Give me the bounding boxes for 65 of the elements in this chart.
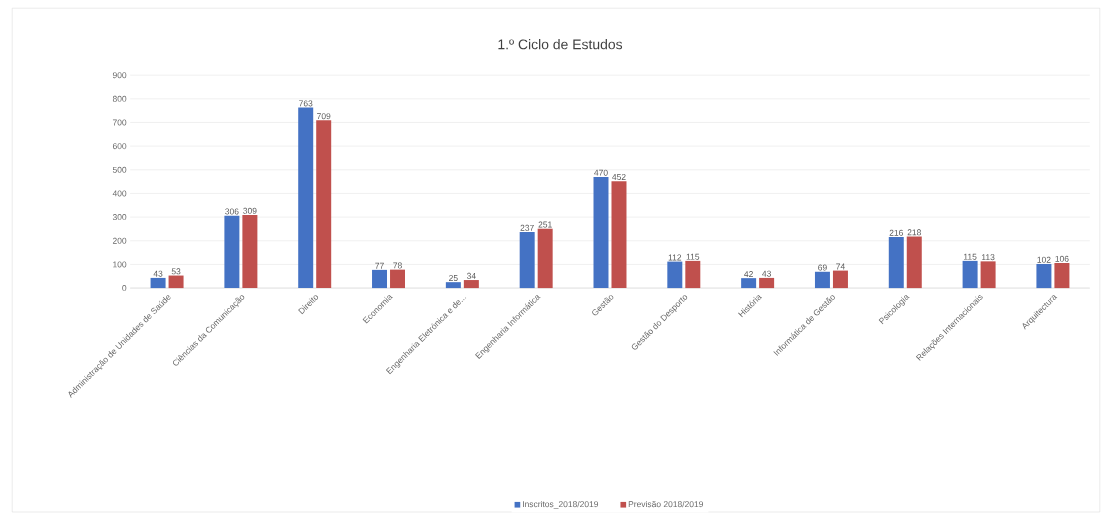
data-label: 25 — [449, 274, 458, 281]
chart-title: 1.º Ciclo de Estudos — [498, 38, 623, 50]
y-tick-label: 200 — [112, 237, 127, 244]
bar — [667, 261, 683, 288]
bar — [832, 270, 848, 288]
data-label: 237 — [520, 224, 534, 231]
bar — [814, 271, 830, 288]
data-label: 216 — [889, 229, 903, 236]
bar — [685, 260, 701, 288]
data-label: 112 — [668, 254, 682, 261]
bar — [168, 275, 184, 288]
y-tick-label: 300 — [112, 214, 127, 221]
bar — [298, 107, 314, 288]
bar — [537, 228, 553, 288]
bar — [980, 261, 996, 288]
data-label: 763 — [299, 100, 313, 107]
data-label: 74 — [836, 263, 845, 270]
data-label: 306 — [225, 208, 239, 215]
y-tick-label: 700 — [112, 119, 127, 126]
bar — [463, 279, 479, 288]
data-label: 115 — [963, 253, 977, 260]
bar — [224, 215, 240, 288]
y-tick-label: 0 — [122, 285, 127, 291]
bar — [962, 260, 978, 288]
bar — [519, 231, 535, 288]
bar — [759, 277, 775, 288]
bar — [741, 278, 757, 288]
data-label: 106 — [1055, 255, 1069, 262]
data-label: 102 — [1037, 256, 1051, 263]
data-label: 309 — [243, 207, 257, 214]
data-label: 34 — [466, 272, 476, 279]
data-label: 43 — [762, 270, 771, 277]
bar — [611, 181, 627, 288]
bar — [316, 120, 332, 288]
data-label: 53 — [171, 268, 181, 275]
y-tick-label: 800 — [112, 95, 127, 102]
data-label: 78 — [393, 262, 402, 269]
y-tick-label: 500 — [112, 166, 127, 173]
data-label: 452 — [612, 173, 626, 180]
data-label: 251 — [538, 221, 552, 228]
data-label: 115 — [686, 253, 700, 260]
bar — [1054, 262, 1070, 288]
data-label: 113 — [981, 254, 995, 261]
data-label: 69 — [818, 264, 827, 271]
bar — [372, 269, 388, 288]
data-label: 42 — [744, 270, 753, 277]
bar — [593, 176, 609, 288]
bar — [445, 282, 461, 288]
y-tick-label: 100 — [113, 261, 127, 268]
data-label: 43 — [153, 270, 163, 277]
bar — [150, 277, 166, 288]
bar — [906, 236, 922, 288]
y-tick-label: 600 — [112, 143, 127, 150]
bar — [242, 214, 258, 288]
data-label: 709 — [317, 113, 331, 120]
bar — [888, 236, 904, 288]
legend-label: Previsão 2018/2019 — [628, 500, 703, 508]
y-tick-label: 900 — [112, 72, 127, 79]
y-tick-label: 400 — [112, 190, 127, 197]
bar — [1036, 263, 1052, 288]
data-label: 77 — [375, 262, 384, 269]
legend-label: Inscritos_2018/2019 — [523, 500, 599, 509]
data-label: 470 — [594, 169, 608, 176]
bar — [390, 269, 406, 288]
data-label: 218 — [907, 229, 921, 236]
